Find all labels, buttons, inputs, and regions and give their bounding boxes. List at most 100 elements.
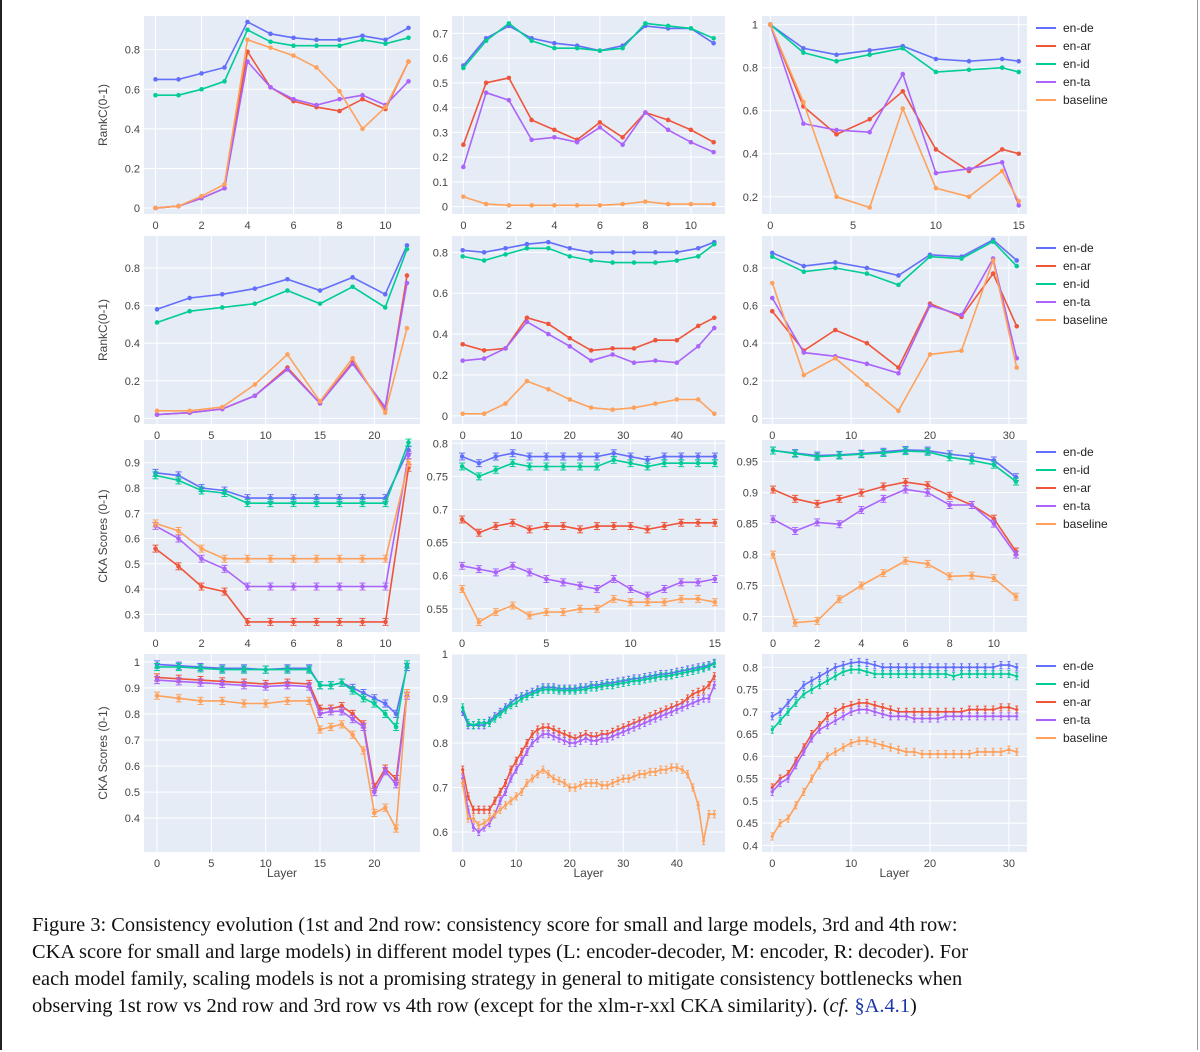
data-point-en-de [849, 661, 853, 665]
data-point-en-id [900, 45, 906, 51]
data-point-en-ta [525, 750, 529, 754]
data-point-en-ar [487, 808, 492, 812]
data-point-baseline [524, 378, 530, 384]
data-point-en-ar [481, 348, 487, 353]
data-point-en-ta [711, 149, 716, 155]
y-tick-label: 0.2 [433, 152, 448, 164]
data-point-baseline [605, 783, 609, 787]
y-tick-label: 0.75 [737, 581, 758, 593]
data-point-baseline [506, 203, 512, 208]
data-point-en-id [959, 256, 964, 261]
data-point-en-de [222, 65, 227, 70]
plot-background [762, 16, 1027, 214]
data-point-en-id [360, 37, 365, 43]
data-point-en-id [621, 681, 625, 685]
data-point-en-id [573, 688, 577, 693]
data-point-en-ta [383, 584, 388, 589]
y-tick-label: 1 [442, 649, 448, 661]
data-point-en-id [199, 86, 204, 92]
data-point-baseline [691, 785, 695, 790]
data-point-en-ta [952, 714, 956, 718]
data-point-en-de [476, 460, 482, 466]
y-tick-label: 0.6 [743, 106, 758, 118]
data-point-en-de [802, 683, 806, 687]
data-point-en-de [825, 670, 830, 674]
data-point-baseline [483, 201, 489, 207]
data-point-en-id [393, 724, 399, 730]
y-tick-label: 0.4 [743, 338, 758, 350]
data-point-en-ta [786, 776, 790, 781]
data-point-en-id [857, 667, 861, 672]
data-point-en-de [857, 660, 861, 664]
legend-label-en-id: en-id [1063, 463, 1090, 477]
data-point-en-ar [594, 523, 600, 529]
data-point-en-id [865, 670, 869, 674]
data-point-en-de [888, 665, 893, 669]
x-tick-label: 4 [244, 638, 250, 650]
data-point-en-ar [541, 725, 545, 730]
data-point-en-id [577, 464, 583, 469]
data-point-en-ta [350, 361, 355, 367]
data-point-en-ar [967, 708, 972, 712]
data-point-baseline [707, 812, 711, 816]
figure-caption: Figure 3: Consistency evolution (1st and… [32, 912, 1182, 1020]
data-point-en-ta [519, 759, 524, 763]
data-point-en-de [1014, 258, 1020, 263]
data-point-en-id [404, 246, 410, 252]
data-point-baseline [350, 732, 355, 738]
data-point-baseline [291, 53, 296, 58]
data-point-en-id [632, 679, 636, 683]
data-point-en-id [817, 683, 822, 687]
data-point-en-id [372, 701, 377, 706]
data-point-en-ta [836, 521, 842, 527]
x-tick-label: 10 [845, 430, 857, 442]
data-point-en-ta [503, 346, 508, 351]
data-point-baseline [588, 405, 594, 410]
caption-section-link[interactable]: §A.4.1 [854, 995, 910, 1017]
data-point-en-ta [339, 709, 345, 714]
series-line-en-de [155, 20, 409, 81]
data-point-en-id [896, 672, 901, 676]
data-point-baseline [610, 407, 615, 412]
data-point-en-ta [999, 160, 1005, 165]
data-point-baseline [459, 586, 465, 592]
data-point-en-ar [460, 342, 466, 347]
data-point-en-de [314, 37, 319, 43]
data-point-en-ta [628, 586, 633, 592]
data-point-en-id [562, 688, 567, 693]
data-point-en-ar [482, 808, 486, 812]
data-point-baseline [859, 583, 864, 588]
data-point-en-ar [814, 501, 820, 507]
data-point-en-ta [503, 790, 508, 794]
data-point-en-ta [912, 716, 916, 721]
y-tick-label: 0.1 [433, 177, 448, 189]
data-point-en-de [904, 665, 908, 669]
y-tick-label: 0.3 [125, 609, 140, 621]
y-tick-label: 0.6 [433, 53, 448, 65]
data-point-en-id [605, 683, 609, 687]
data-point-baseline [990, 258, 996, 263]
plot-background [452, 16, 725, 214]
x-tick-label: 20 [924, 430, 936, 442]
data-point-en-id [406, 440, 411, 445]
data-point-en-de [769, 250, 775, 256]
data-point-en-ta [859, 507, 864, 513]
subplot-r3-c2: 0.55 0.6 0.65 0.7 0.75 0.8 0 5 10 15 [427, 438, 725, 650]
data-point-en-de [933, 56, 939, 62]
y-tick-label: 0.6 [125, 761, 140, 773]
data-point-baseline [544, 609, 549, 615]
data-point-en-ar [711, 315, 717, 321]
data-point-baseline [685, 772, 690, 776]
data-point-en-ar [577, 527, 583, 532]
data-point-en-de [695, 245, 701, 251]
data-point-en-ar [383, 619, 388, 625]
data-point-baseline [627, 776, 631, 781]
data-point-en-ar [712, 520, 718, 526]
data-point-en-de [524, 241, 530, 247]
data-point-baseline [767, 22, 773, 27]
data-point-en-ta [524, 319, 530, 325]
data-point-en-id [291, 500, 296, 506]
data-point-en-id [669, 673, 674, 677]
series-line-baseline [155, 38, 410, 209]
data-point-baseline [983, 750, 987, 754]
